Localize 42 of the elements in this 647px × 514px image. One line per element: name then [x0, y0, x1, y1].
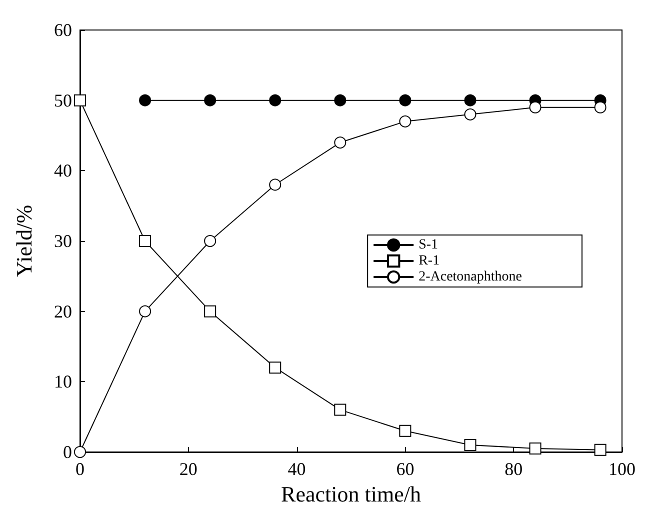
x-tick-label: 40 — [288, 459, 306, 479]
point — [334, 136, 346, 149]
point — [464, 94, 476, 106]
point — [334, 94, 346, 106]
point — [139, 94, 152, 106]
y-axis-title: Yield/% — [12, 204, 36, 278]
x-tick-label: 60 — [396, 459, 414, 479]
point — [269, 94, 282, 106]
point — [594, 101, 606, 114]
point — [529, 442, 542, 454]
point — [334, 404, 346, 416]
point — [139, 235, 152, 247]
point — [594, 444, 606, 456]
x-tick-label: 0 — [76, 459, 84, 479]
point — [529, 101, 542, 114]
y-tick-label: 30 — [54, 231, 72, 251]
y-tick-label: 50 — [54, 90, 72, 110]
point — [139, 305, 152, 318]
legend-label: 2-Acetonaphthone — [418, 270, 522, 284]
legend-label: R-1 — [418, 254, 440, 268]
y-tick-label: 20 — [54, 301, 72, 322]
legend-label: S-1 — [418, 238, 438, 252]
point — [399, 115, 412, 128]
x-tick-label: 80 — [504, 459, 523, 479]
point — [204, 305, 216, 318]
point — [399, 424, 412, 437]
y-tick-label: 40 — [54, 160, 72, 181]
y-tick-label: 0 — [63, 442, 72, 462]
point — [464, 438, 476, 451]
point — [74, 446, 86, 458]
x-axis-title: Reaction time/h — [281, 481, 421, 506]
point — [269, 362, 282, 374]
point — [269, 178, 282, 191]
point — [74, 94, 86, 106]
point — [204, 94, 216, 106]
y-tick-label: 10 — [54, 372, 72, 392]
x-tick-label: 20 — [179, 459, 198, 479]
x-tick-label: 100 — [608, 459, 636, 479]
point — [464, 108, 476, 120]
point — [399, 94, 412, 106]
y-tick-label: 60 — [54, 20, 72, 40]
point — [204, 235, 216, 247]
